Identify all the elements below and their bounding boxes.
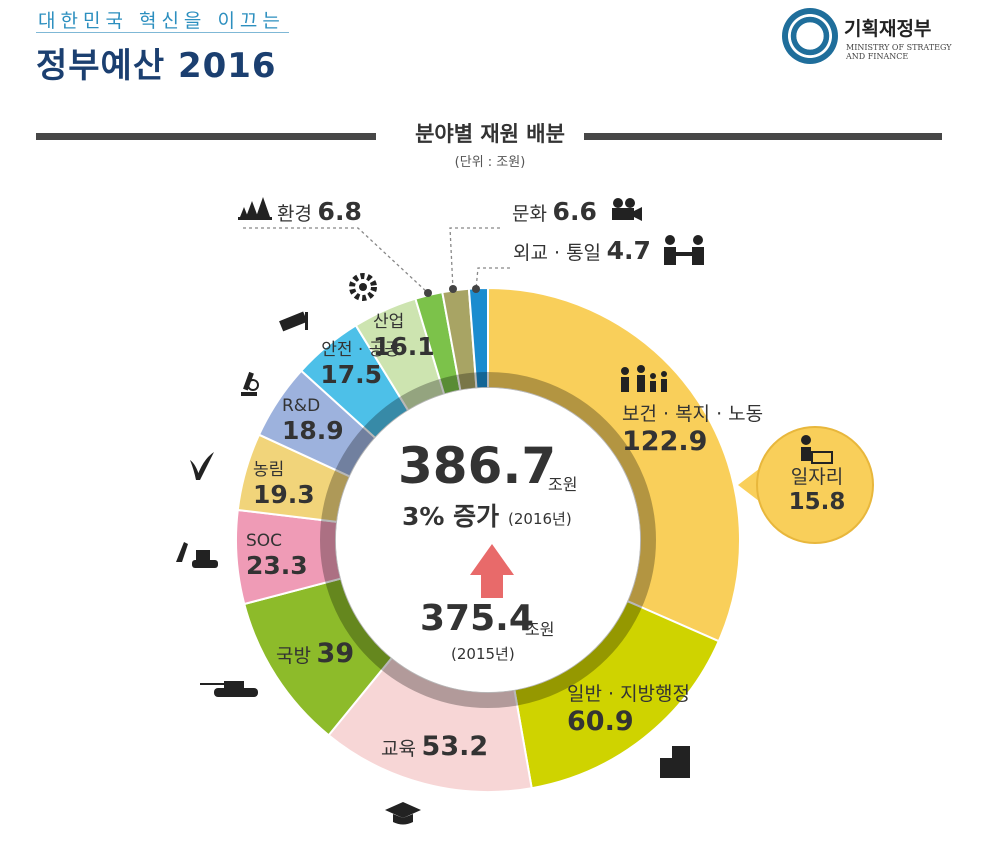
inner-ring-shadow: [320, 372, 656, 708]
building-icon: [660, 746, 690, 778]
label-env-value: 6.8: [317, 197, 362, 226]
label-culture: 문화 6.6: [512, 197, 597, 227]
env-leader-dot: [424, 289, 432, 297]
jobs-callout-bubble: [756, 426, 874, 544]
label-rnd: R&D 18.9: [282, 396, 344, 445]
label-diplomacy-name: 외교 · 통일: [513, 242, 602, 264]
label-education-name: 교육: [381, 738, 416, 760]
movie-camera-icon: [612, 198, 642, 221]
label-diplomacy-value: 4.7: [606, 236, 651, 265]
label-rnd-name: R&D: [282, 396, 321, 416]
label-safety-value: 17.5: [320, 359, 382, 389]
label-diplomacy: 외교 · 통일 4.7: [513, 236, 651, 266]
section-line-right: [584, 133, 942, 140]
label-general-name: 일반 · 지방행정: [567, 683, 690, 705]
label-safety-name: 안전 · 공공: [321, 340, 400, 360]
ministry-logo: 기획재정부 MINISTRY OF STRATEGY AND FINANCE: [780, 8, 980, 68]
label-culture-name: 문화: [512, 203, 547, 225]
label-soc-name: SOC: [246, 531, 283, 551]
label-welfare-value: 122.9: [622, 425, 708, 457]
label-safety: 안전 · 공공 17.5: [280, 340, 400, 389]
total-2015: 375.4: [420, 598, 534, 639]
donut-center: [336, 388, 640, 692]
tank-icon: [200, 681, 258, 697]
donut-slices: [235, 286, 741, 793]
label-education-value: 53.2: [421, 731, 489, 762]
section-title: 분야별 재원 배분: [415, 122, 565, 146]
label-industry-name: 산업: [373, 312, 405, 332]
total-2015-unit: 조원: [525, 620, 555, 639]
header-subtitle: 대한민국 혁신을 이끄는: [38, 10, 285, 32]
label-culture-value: 6.6: [552, 197, 597, 226]
label-jobs: 일자리 15.8: [787, 466, 847, 515]
worker-desk-icon: [801, 435, 833, 464]
label-jobs-name: 일자리: [790, 466, 844, 488]
diplomacy-leader-line: [475, 267, 510, 290]
diplomacy-leader-dot: [472, 285, 480, 293]
cctv-camera-icon: [279, 311, 308, 332]
label-defense: 국방 39: [276, 638, 354, 669]
gear-icon: [349, 273, 377, 301]
label-jobs-value: 15.8: [788, 488, 846, 515]
label-defense-value: 39: [316, 638, 355, 669]
total-2016: 386.7: [398, 437, 557, 495]
ministry-english-line-1: MINISTRY OF STRATEGY: [846, 43, 952, 52]
family-icon: [621, 365, 667, 392]
growth-arrow-icon: [470, 544, 514, 598]
label-env: 환경 6.8: [277, 197, 362, 227]
graduation-cap-icon: [385, 802, 421, 825]
label-industry-value: 16.1: [373, 331, 435, 361]
page-title: 정부예산 2016: [36, 46, 277, 86]
excavator-icon: [176, 542, 218, 568]
label-agri-name: 농림: [253, 460, 285, 480]
culture-leader-line: [449, 227, 500, 290]
microscope-icon: [241, 371, 259, 396]
section-line-left: [36, 133, 376, 140]
label-rnd-value: 18.9: [282, 415, 344, 445]
label-env-name: 환경: [277, 203, 312, 225]
label-industry: 산업 16.1: [373, 312, 435, 361]
tree-icon: [238, 197, 272, 220]
section-unit: (단위 : 조원): [454, 155, 526, 170]
label-defense-name: 국방: [276, 645, 311, 667]
ministry-english-line-2: AND FINANCE: [846, 52, 909, 61]
header-rule: [36, 32, 289, 33]
label-soc: SOC 23.3: [246, 531, 308, 580]
growth-year: (2016년): [508, 510, 572, 528]
label-soc-value: 23.3: [246, 550, 308, 580]
label-general-value: 60.9: [567, 705, 634, 737]
ministry-english-name: MINISTRY OF STRATEGY AND FINANCE: [846, 43, 951, 61]
rice-plant-icon: [190, 452, 214, 480]
label-general: 일반 · 지방행정 60.9: [567, 683, 690, 737]
ministry-name: 기획재정부: [844, 18, 932, 40]
env-leader-line: [243, 227, 429, 294]
label-agri-value: 19.3: [253, 479, 315, 509]
ministry-emblem-icon: [782, 8, 838, 64]
label-agri: 농림 19.3: [253, 460, 315, 509]
handshake-icon: [664, 235, 704, 265]
culture-leader-dot: [449, 285, 457, 293]
total-2016-unit: 조원: [548, 475, 578, 494]
growth-rate: 3% 증가: [402, 502, 500, 531]
label-welfare: 보건 · 복지 · 노동 122.9: [622, 403, 764, 457]
label-welfare-name: 보건 · 복지 · 노동: [622, 403, 764, 425]
total-2015-year: (2015년): [451, 645, 515, 663]
label-education: 교육 53.2: [381, 731, 488, 762]
